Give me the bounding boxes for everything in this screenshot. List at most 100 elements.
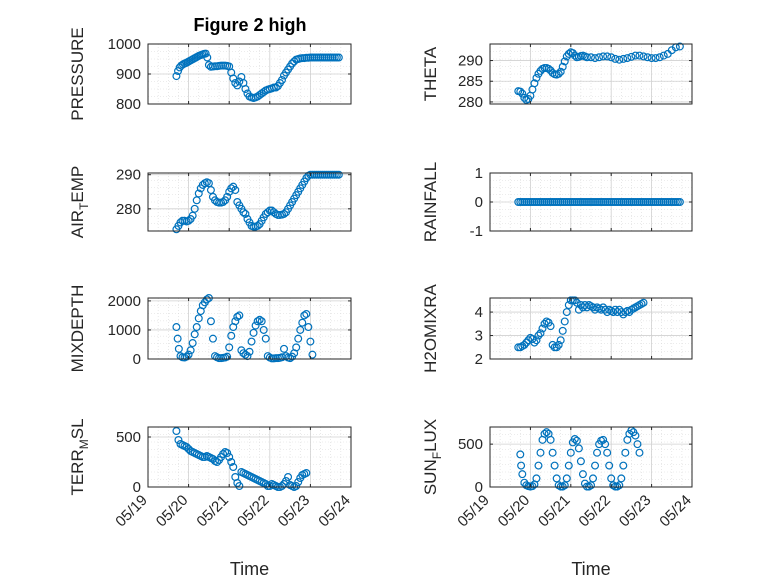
data-point: [631, 431, 640, 440]
data-point: [591, 54, 600, 63]
data-point: [619, 461, 628, 470]
data-point: [550, 461, 559, 470]
data-point: [532, 336, 541, 345]
data-point: [554, 69, 563, 78]
data-point: [172, 427, 181, 436]
data-point: [223, 352, 232, 361]
data-point: [639, 52, 648, 61]
y-tick-label: 1: [475, 165, 483, 182]
data-point: [190, 330, 199, 339]
data-point: [560, 57, 569, 66]
data-point: [241, 209, 250, 218]
data-point: [570, 296, 579, 305]
x-tick-label: 05/22: [575, 492, 614, 531]
data-point: [235, 311, 244, 320]
data-point: [554, 340, 563, 349]
y-axis-label: TERRMSL: [68, 418, 91, 495]
data-point: [562, 52, 571, 61]
x-axis-label: Time: [571, 559, 610, 579]
data-point: [635, 448, 644, 457]
y-tick-label: 800: [116, 96, 141, 113]
data-point: [284, 473, 293, 482]
data-point: [261, 334, 270, 343]
x-tick-label: 05/21: [193, 492, 232, 531]
data-point: [548, 68, 557, 77]
data-point: [558, 62, 567, 71]
y-tick-label: 1000: [108, 322, 141, 339]
data-point: [517, 461, 526, 470]
data-point: [572, 298, 581, 307]
data-point: [173, 334, 182, 343]
y-tick-label: 3: [475, 328, 483, 345]
data-point: [627, 52, 636, 61]
data-point: [532, 474, 541, 483]
data-point: [556, 336, 565, 345]
data-point: [603, 448, 612, 457]
data-point: [253, 221, 262, 230]
x-tick-label: 05/19: [454, 492, 493, 531]
data-point: [229, 74, 238, 83]
data-point: [675, 42, 684, 51]
axes-box: [489, 43, 693, 105]
data-point: [576, 457, 585, 466]
data-point: [231, 317, 240, 326]
data-point: [647, 54, 656, 63]
data-point: [591, 461, 600, 470]
data-point: [562, 308, 571, 317]
data-point: [611, 54, 620, 63]
x-tick-label: 05/23: [275, 492, 314, 531]
data-point: [298, 318, 307, 327]
data-point: [617, 474, 626, 483]
x-tick-label: 05/19: [112, 492, 151, 531]
data-point: [599, 52, 608, 61]
data-point: [186, 346, 195, 355]
data-point: [280, 209, 289, 218]
data-point: [245, 347, 254, 356]
data-point: [520, 340, 529, 349]
data-point: [308, 350, 317, 359]
data-point: [570, 435, 579, 444]
data-point: [574, 444, 583, 453]
data-point: [570, 51, 579, 60]
data-point: [201, 49, 210, 58]
data-point: [564, 461, 573, 470]
data-point: [582, 53, 591, 62]
data-point: [194, 189, 203, 198]
chart-panel-8: 500 0 SUNFLUX 05/19 05/20 05/21 05/22 05/23 05/2…: [421, 419, 695, 579]
data-point: [518, 470, 527, 479]
data-point: [219, 450, 228, 459]
data-point: [286, 354, 295, 363]
data-point: [615, 481, 624, 490]
data-point: [568, 49, 577, 58]
x-tick-label: 05/24: [315, 492, 354, 531]
data-point: [334, 53, 343, 62]
data-point: [296, 325, 305, 334]
data-point: [223, 192, 232, 201]
data-point: [621, 448, 630, 457]
y-tick-label: 0: [475, 194, 483, 211]
data-point: [227, 331, 236, 340]
data-point: [635, 51, 644, 60]
axes-box: [147, 297, 352, 360]
data-point: [223, 449, 232, 458]
data-point: [302, 469, 311, 478]
data-point: [239, 208, 248, 217]
y-tick-label: 0: [133, 479, 141, 496]
data-point: [609, 481, 618, 490]
y-axis-label: SUNFLUX: [421, 419, 444, 495]
data-point: [516, 87, 525, 96]
data-point: [639, 298, 648, 307]
data-point: [229, 463, 238, 472]
data-point: [554, 481, 563, 490]
x-tick-label: 05/20: [153, 492, 192, 531]
y-axis-label: RAINFALL: [421, 162, 440, 242]
y-axis-label: MIXDEPTH: [68, 285, 87, 373]
data-point: [202, 295, 211, 304]
y-axis-label: AIRTEMP: [68, 166, 91, 239]
data-point: [603, 308, 612, 317]
data-point: [235, 482, 244, 491]
y-tick-label: 2000: [108, 293, 141, 310]
data-point: [203, 53, 212, 62]
data-point: [623, 54, 632, 63]
